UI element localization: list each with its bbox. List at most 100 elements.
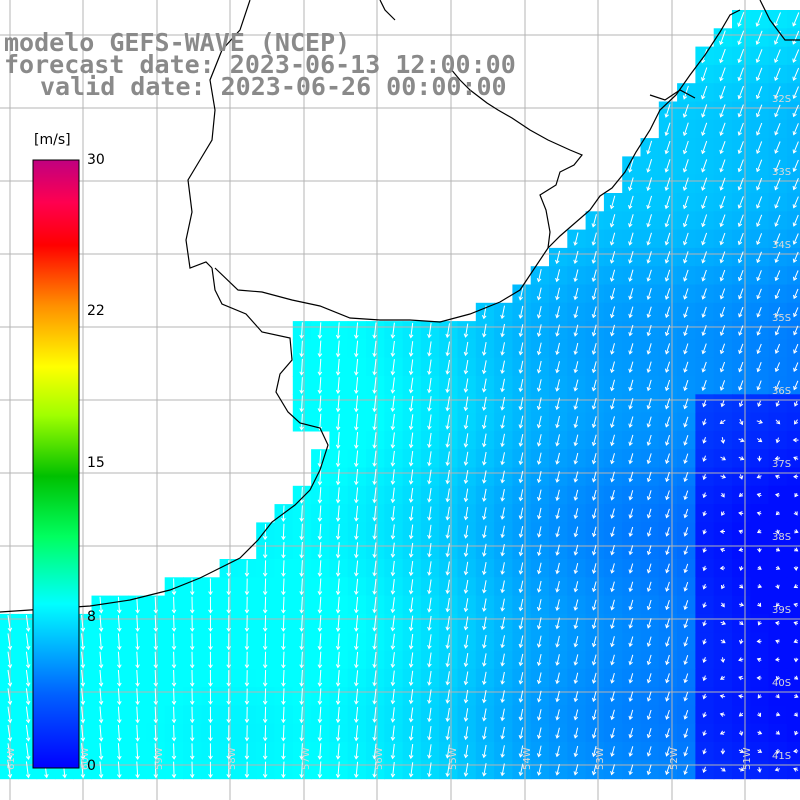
wind-arrow xyxy=(299,487,304,504)
wind-arrow xyxy=(794,419,799,425)
wind-arrow xyxy=(775,748,781,755)
wind-arrow xyxy=(189,743,195,760)
wind-arrow xyxy=(408,542,414,558)
wind-arrow xyxy=(518,617,524,630)
wind-arrow xyxy=(463,396,469,412)
wind-arrow xyxy=(536,379,542,392)
wind-arrow xyxy=(683,764,689,775)
wind-arrow xyxy=(610,397,615,410)
wind-arrow xyxy=(719,85,726,100)
wind-arrow xyxy=(628,361,634,373)
wind-arrow xyxy=(80,706,86,724)
wind-arrow xyxy=(665,563,670,574)
wind-arrow xyxy=(189,688,195,706)
wind-arrow xyxy=(463,470,469,485)
wind-arrow xyxy=(445,543,450,558)
wind-arrow xyxy=(775,712,781,717)
wind-arrow xyxy=(463,378,469,393)
wind-arrow xyxy=(721,511,726,516)
wind-arrow xyxy=(774,657,780,662)
wind-arrow xyxy=(518,287,524,301)
wind-cell xyxy=(786,229,800,249)
wind-arrow xyxy=(445,744,450,759)
wind-arrow xyxy=(427,543,432,558)
wind-cell xyxy=(786,632,800,652)
wind-arrow xyxy=(794,730,799,736)
wind-arrow xyxy=(536,397,542,411)
wind-arrow xyxy=(591,214,597,228)
wind-cell xyxy=(786,64,800,84)
wind-arrow xyxy=(408,432,414,449)
wind-arrow xyxy=(793,621,798,626)
wind-arrow xyxy=(738,694,744,699)
lat-label-34s: 34S xyxy=(772,240,792,251)
wind-arrow xyxy=(463,488,469,503)
wind-arrow xyxy=(719,104,726,118)
wind-arrow xyxy=(281,578,286,596)
wind-arrow xyxy=(445,414,450,430)
lat-label-38s: 38S xyxy=(772,532,792,543)
wind-arrow xyxy=(719,159,726,173)
wind-arrow xyxy=(354,651,359,669)
wind-arrow xyxy=(793,288,799,300)
wind-arrow xyxy=(720,456,726,461)
wind-arrow xyxy=(335,651,341,669)
wind-cell xyxy=(786,28,800,48)
wind-arrow xyxy=(500,562,505,575)
wind-arrow xyxy=(335,450,341,468)
wind-arrow xyxy=(7,688,13,706)
wind-arrow xyxy=(738,270,744,282)
wind-arrow xyxy=(683,435,689,446)
wind-arrow xyxy=(281,523,286,541)
wind-arrow xyxy=(482,708,487,722)
wind-arrow xyxy=(445,323,450,339)
wind-arrow xyxy=(737,232,744,246)
wind-arrow xyxy=(390,707,396,723)
wind-arrow xyxy=(262,523,268,541)
wind-arrow xyxy=(683,600,689,611)
wind-arrow xyxy=(555,690,560,703)
lon-label-57w: 57W xyxy=(301,747,312,770)
wind-arrow xyxy=(299,706,304,724)
wind-arrow xyxy=(354,322,359,340)
wind-arrow xyxy=(793,307,799,318)
wind-arrow xyxy=(755,67,763,82)
wind-arrow xyxy=(518,745,524,758)
wind-arrow xyxy=(445,671,450,686)
wind-arrow xyxy=(244,560,250,577)
wind-arrow xyxy=(610,654,615,666)
wind-arrow xyxy=(281,542,286,559)
wind-arrow xyxy=(737,251,744,264)
wind-arrow xyxy=(390,542,396,558)
lat-label-33s: 33S xyxy=(772,167,792,178)
wind-arrow xyxy=(794,675,799,680)
wind-arrow xyxy=(628,526,634,537)
wind-arrow xyxy=(555,415,560,429)
wind-arrow xyxy=(683,581,689,592)
wind-arrow xyxy=(372,670,377,687)
wind-arrow xyxy=(189,615,195,632)
wind-arrow xyxy=(189,669,195,687)
wind-arrow xyxy=(555,361,560,374)
wind-arrow xyxy=(135,615,140,632)
wind-arrow xyxy=(683,691,689,702)
lat-label-35s: 35S xyxy=(772,313,792,324)
wind-arrow xyxy=(408,414,414,431)
wind-arrow xyxy=(518,708,524,722)
wind-arrow xyxy=(628,490,634,501)
wind-arrow xyxy=(702,766,707,773)
wind-arrow xyxy=(80,724,86,742)
wind-arrow xyxy=(665,453,670,465)
wind-arrow xyxy=(591,452,597,465)
wind-arrow xyxy=(793,343,799,354)
wind-arrow xyxy=(299,413,304,431)
wind-arrow xyxy=(354,487,359,504)
wind-arrow xyxy=(189,761,195,779)
wind-arrow xyxy=(445,634,450,650)
lon-label-60w: 60W xyxy=(80,747,91,770)
wind-arrow xyxy=(720,474,727,479)
wind-arrow xyxy=(756,343,762,355)
wind-arrow xyxy=(244,761,250,779)
wind-arrow xyxy=(354,596,359,614)
wind-arrow xyxy=(281,725,286,742)
